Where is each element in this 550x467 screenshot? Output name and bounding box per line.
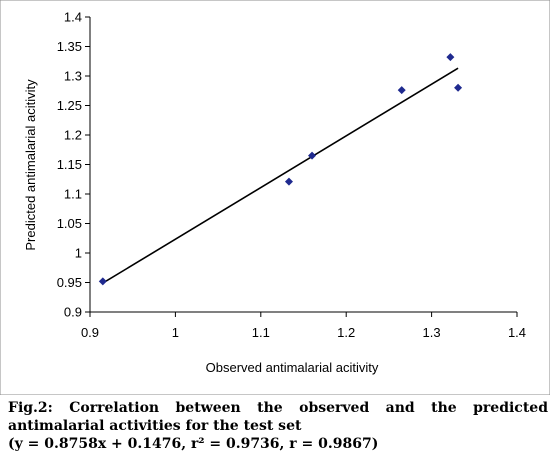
y-tick-label: 1 (75, 246, 82, 261)
caption-line-2: antimalarial activities for the test set (8, 418, 302, 434)
x-tick-label: 1.1 (252, 325, 270, 340)
y-tick-label: 1.15 (57, 157, 82, 172)
x-ticks: 0.9 1 1.1 1.2 1.3 1.4 (81, 312, 526, 340)
trendline (102, 67, 459, 284)
y-tick-label: 0.95 (57, 275, 82, 290)
data-point (397, 86, 406, 95)
caption-line-3: (y = 0.8758x + 0.1476, r² = 0.9736, r = … (8, 436, 379, 452)
y-tick-label: 1.1 (64, 187, 82, 202)
x-axis-title: Observed antimalarial acitivity (206, 360, 379, 375)
points-layer (98, 53, 463, 286)
y-tick-label: 1.2 (64, 128, 82, 143)
data-point (284, 177, 293, 186)
y-tick-label: 1.3 (64, 69, 82, 84)
chart-area (0, 0, 550, 395)
data-point (446, 53, 455, 62)
caption-line-1: Fig.2: Correlation between the observed … (8, 400, 548, 416)
y-tick-label: 0.9 (64, 305, 82, 320)
x-tick-label: 1.4 (508, 325, 526, 340)
figure-caption: Fig.2: Correlation between the observed … (8, 399, 548, 453)
y-axis-title: Predicted antimalarial acitivity (23, 79, 38, 251)
y-tick-label: 1.4 (64, 10, 82, 25)
y-tick-label: 1.05 (57, 216, 82, 231)
trendline-layer (102, 67, 459, 284)
x-tick-label: 0.9 (81, 325, 99, 340)
scatter-chart: 0.9 0.95 1 1.05 1.1 1.15 1.2 1.25 1.3 1.35 1.4 0.9… (0, 0, 550, 395)
y-tick-label: 1.35 (57, 39, 82, 54)
x-tick-label: 1.3 (423, 325, 441, 340)
data-point (98, 277, 107, 286)
x-tick-label: 1 (172, 325, 179, 340)
y-ticks: 0.9 0.95 1 1.05 1.1 1.15 1.2 1.25 1.3 1.35 1.4 (57, 10, 90, 320)
y-tick-label: 1.25 (57, 98, 82, 113)
data-point (454, 83, 463, 92)
data-point (308, 151, 317, 160)
x-tick-label: 1.2 (337, 325, 355, 340)
